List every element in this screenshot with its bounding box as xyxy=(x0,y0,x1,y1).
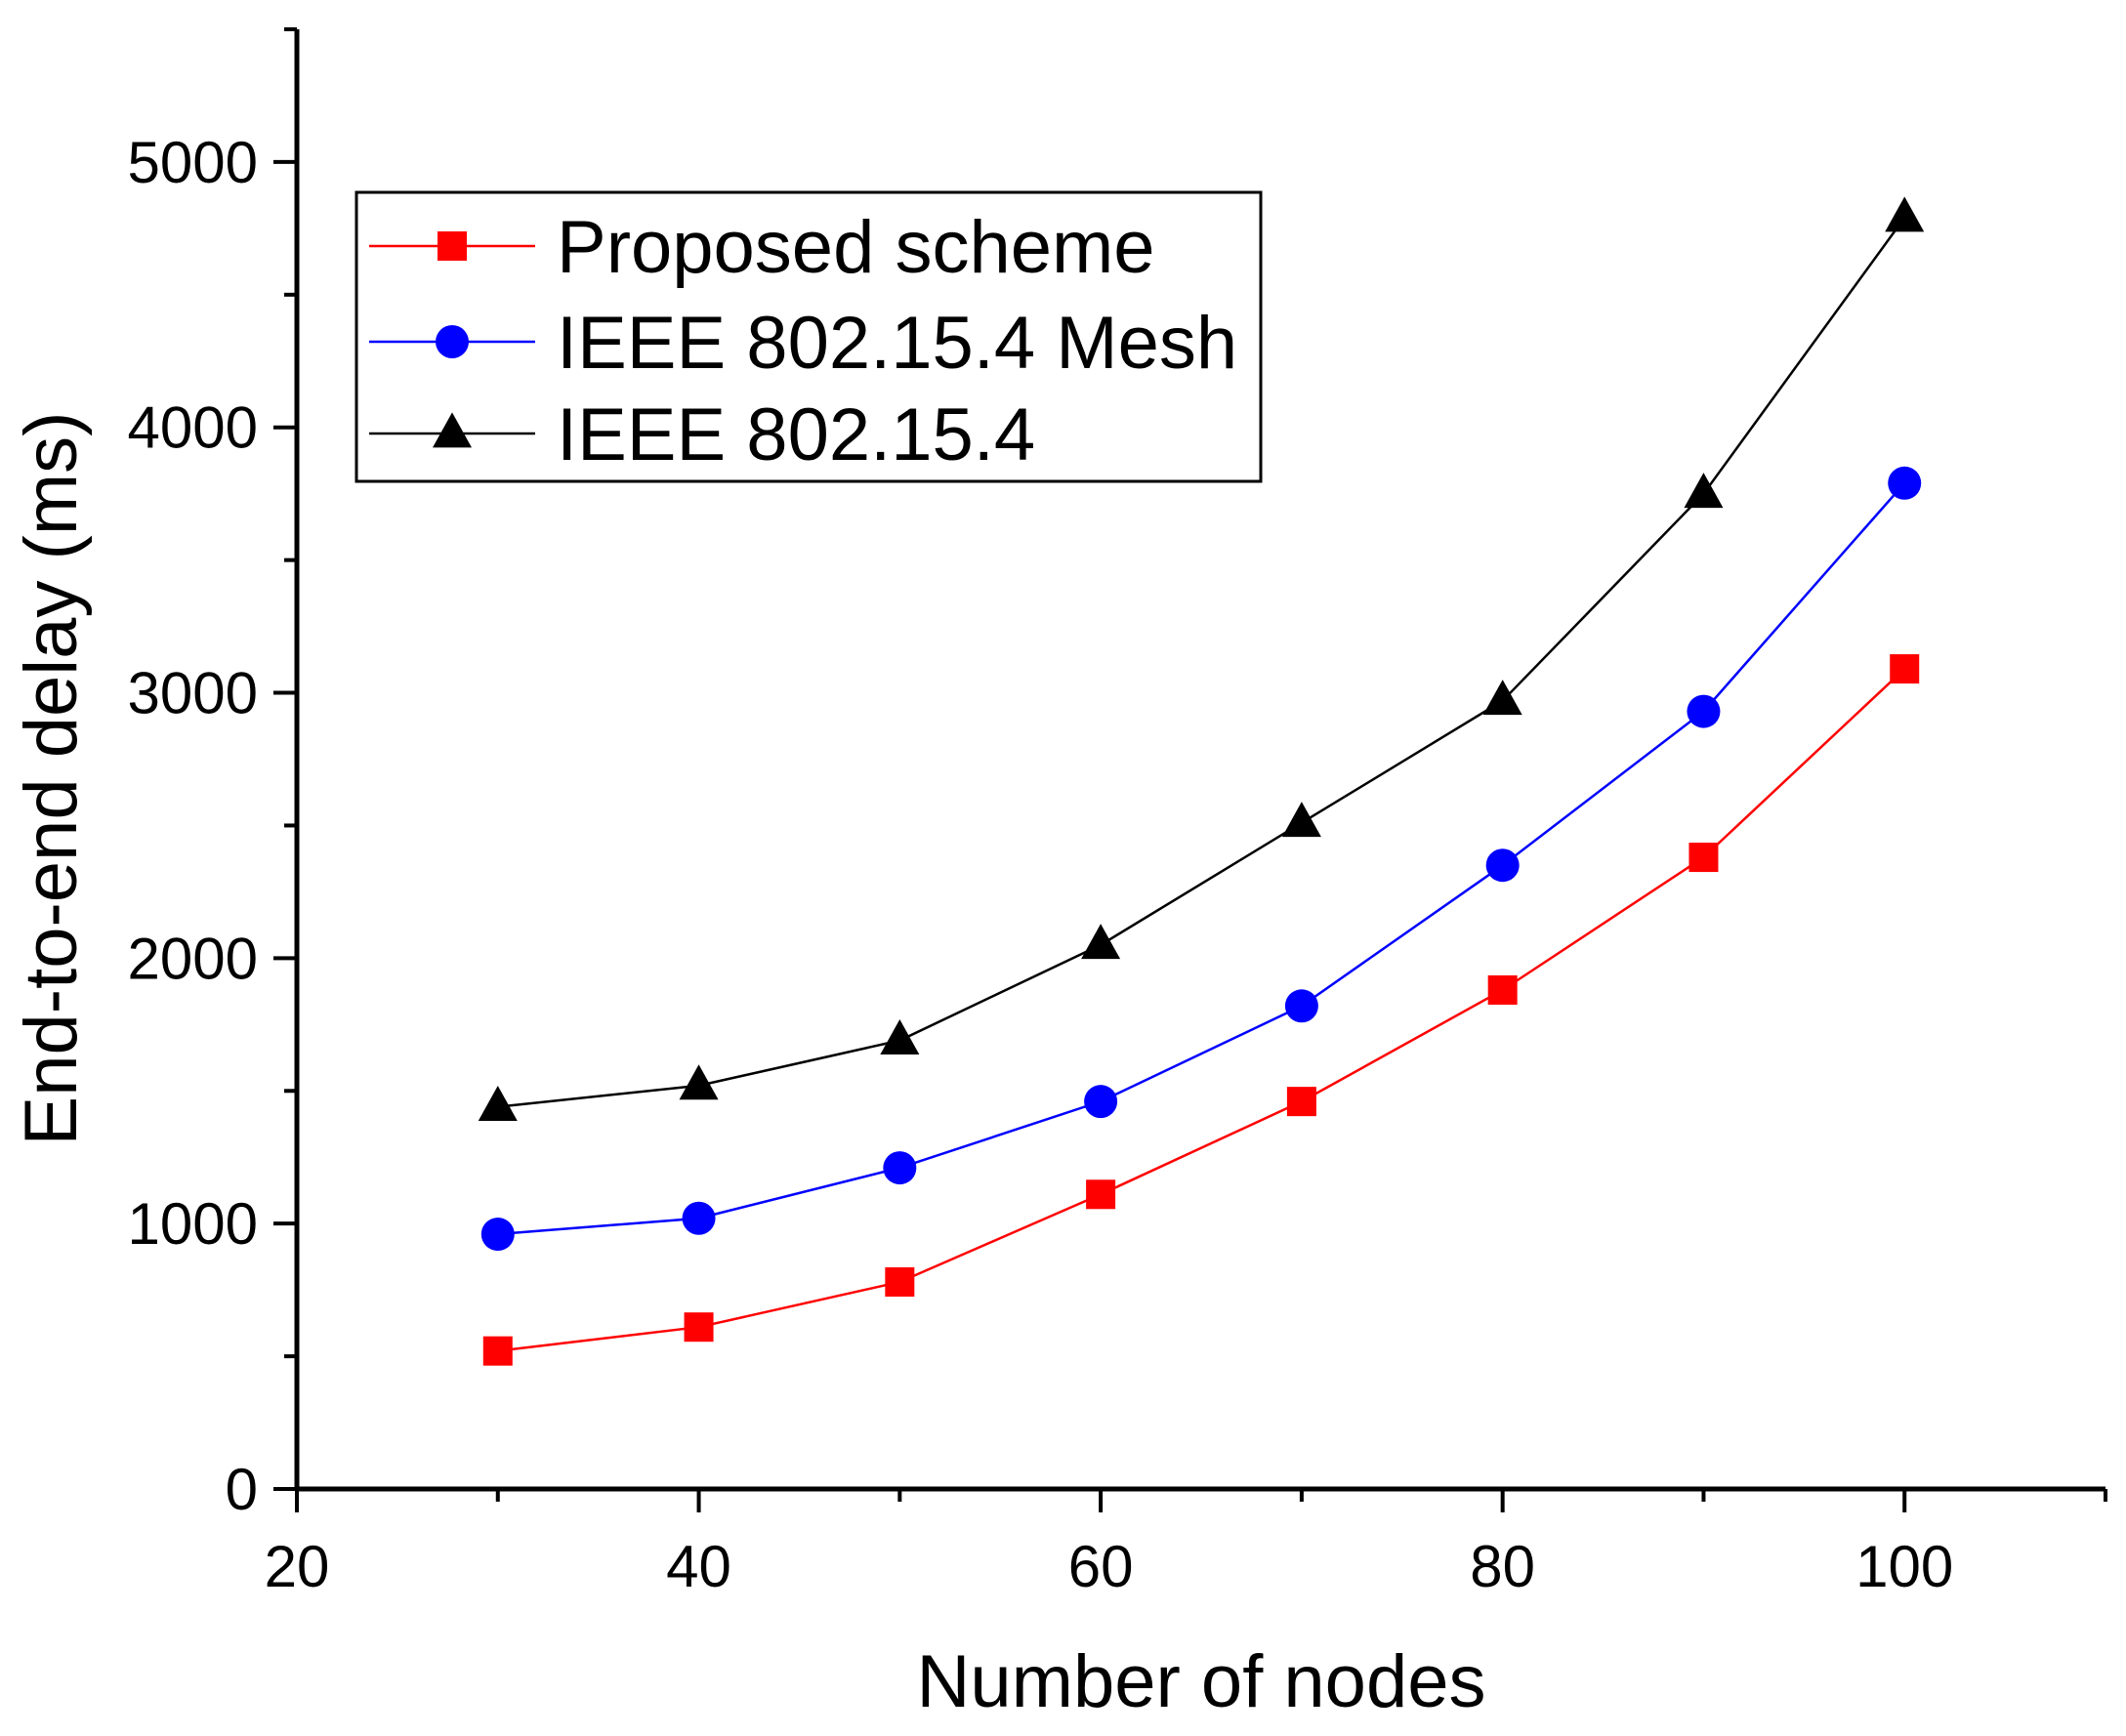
x-axis-title: Number of nodes xyxy=(917,1640,1486,1723)
data-point xyxy=(682,1201,716,1235)
data-point xyxy=(883,1151,917,1185)
data-point xyxy=(1485,848,1520,883)
legend-label: Proposed scheme xyxy=(557,206,1155,289)
data-point xyxy=(1281,802,1321,838)
x-tick-label: 40 xyxy=(666,1534,731,1599)
data-point xyxy=(480,1218,515,1252)
data-point xyxy=(1888,466,1922,500)
series-line xyxy=(497,481,1906,1236)
data-point xyxy=(885,1266,915,1297)
data-series xyxy=(478,196,1925,1366)
legend-marker xyxy=(438,231,467,261)
legend-label: IEEE 802.15.4 xyxy=(557,393,1035,476)
legend-item: IEEE 802.15.4 Mesh xyxy=(369,302,1237,385)
y-tick-label: 3000 xyxy=(128,661,258,726)
y-tick-label: 0 xyxy=(226,1457,258,1522)
data-point xyxy=(478,1085,518,1121)
data-point xyxy=(482,1336,513,1366)
y-axis-title: End-to-end delay (ms) xyxy=(10,412,93,1146)
y-tick-label: 4000 xyxy=(128,395,258,461)
legend-marker xyxy=(433,412,472,448)
legend-marker xyxy=(436,325,469,358)
data-point xyxy=(684,1312,714,1343)
data-point xyxy=(1084,1085,1118,1119)
data-point xyxy=(1688,843,1719,873)
data-point xyxy=(1286,1087,1316,1117)
data-point xyxy=(1687,694,1721,728)
series-line xyxy=(497,668,1906,1352)
y-tick-label: 2000 xyxy=(128,926,258,991)
series-triangle xyxy=(478,196,1925,1121)
data-point xyxy=(1684,473,1724,509)
data-point xyxy=(1482,680,1522,716)
series-circle xyxy=(480,466,1922,1252)
x-tick-label: 100 xyxy=(1855,1534,1953,1599)
data-point xyxy=(1086,1179,1116,1210)
x-tick-label: 60 xyxy=(1068,1534,1134,1599)
x-tick-label: 80 xyxy=(1470,1534,1535,1599)
x-tick-label: 20 xyxy=(265,1534,330,1599)
data-point xyxy=(1487,974,1518,1005)
legend-item: IEEE 802.15.4 xyxy=(369,393,1035,476)
data-point xyxy=(679,1064,719,1100)
y-tick-label: 1000 xyxy=(128,1191,258,1257)
series-line xyxy=(497,217,1906,1108)
y-tick-label: 5000 xyxy=(128,130,258,195)
legend-item: Proposed scheme xyxy=(369,206,1155,289)
data-point xyxy=(1081,924,1121,960)
series-square xyxy=(482,654,1920,1366)
legend-label: IEEE 802.15.4 Mesh xyxy=(557,302,1237,385)
data-point xyxy=(1885,196,1925,232)
data-point xyxy=(880,1019,920,1055)
data-point xyxy=(1284,989,1318,1023)
data-point xyxy=(1890,654,1920,684)
